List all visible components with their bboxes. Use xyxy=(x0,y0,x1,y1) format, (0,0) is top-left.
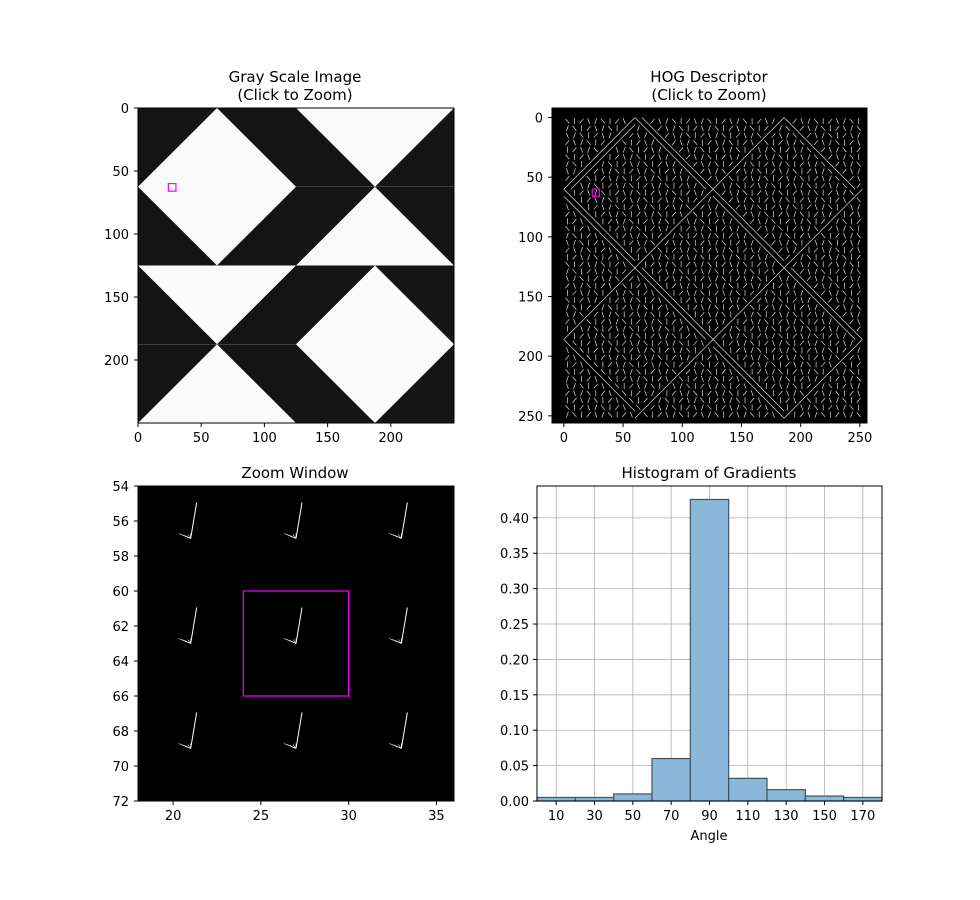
histogram-xlabel: Angle xyxy=(691,829,728,844)
gray-axis-ticks: 0 50 100 150 200 0 50 100 150 200 xyxy=(104,102,403,446)
gray-ytick-label: 200 xyxy=(104,354,129,369)
hog-xtick-label: 250 xyxy=(847,431,872,446)
zoom-xtick-label: 20 xyxy=(165,809,182,824)
histogram-ytick-label: 0.25 xyxy=(500,618,529,633)
histogram-xtick-label: 170 xyxy=(850,809,875,824)
zoom-xtick-label: 35 xyxy=(428,809,445,824)
histogram-bar xyxy=(613,793,653,802)
histogram-bar xyxy=(651,757,691,802)
hog-axis-ticks: 0 50 100 150 200 250 0 50 100 150 200 250 xyxy=(518,112,872,446)
histogram-bar xyxy=(804,795,845,802)
histogram-title: Histogram of Gradients xyxy=(622,464,797,482)
gray-xtick-label: 0 xyxy=(134,431,142,446)
histogram-bar xyxy=(728,777,768,802)
hog-xtick-label: 100 xyxy=(670,431,695,446)
gray-title-line2: (Click to Zoom) xyxy=(237,86,352,104)
zoom-ytick-label: 58 xyxy=(112,550,129,565)
histogram-ytick-label: 0.15 xyxy=(500,689,529,704)
hog-xtick-label: 200 xyxy=(788,431,813,446)
zoom-ytick-label: 70 xyxy=(112,760,129,775)
gray-xtick-label: 100 xyxy=(252,431,277,446)
zoom-selection-box xyxy=(242,590,350,697)
zoom-ytick-label: 72 xyxy=(112,795,129,810)
histogram-xtick-label: 10 xyxy=(548,809,565,824)
gray-xtick-label: 200 xyxy=(378,431,403,446)
hog-gradient-field xyxy=(563,117,863,419)
zoom-xtick-label: 25 xyxy=(253,809,270,824)
zoom-axes-frame xyxy=(137,485,455,802)
zoom-panel: Zoom Window 20 25 30 35 54 56 58 60 62 64 66 68 70 72 xyxy=(112,464,455,824)
histogram-bar xyxy=(536,796,576,802)
histogram-ytick-label: 0.00 xyxy=(500,795,529,810)
histogram-bar xyxy=(689,498,730,802)
histogram-ytick-label: 0.40 xyxy=(500,512,529,527)
hog-selection-box xyxy=(591,188,600,197)
hog-axes-frame xyxy=(551,107,868,424)
histogram-xtick-label: 50 xyxy=(625,809,642,824)
hog-xtick-label: 50 xyxy=(615,431,632,446)
zoom-ytick-label: 62 xyxy=(112,620,129,635)
histogram-xtick-label: 130 xyxy=(774,809,799,824)
histogram-ytick-label: 0.20 xyxy=(500,653,529,668)
histogram-bar xyxy=(574,796,615,802)
hog-panel[interactable]: HOG Descriptor (Click to Zoom) 0 50 100 150… xyxy=(518,68,872,446)
histogram-ytick-label: 0.10 xyxy=(500,724,529,739)
gray-xtick-label: 150 xyxy=(315,431,340,446)
zoom-ytick-label: 56 xyxy=(112,515,129,530)
hog-xtick-label: 150 xyxy=(729,431,754,446)
gray-ytick-label: 0 xyxy=(121,102,129,117)
hog-ytick-label: 200 xyxy=(518,350,543,365)
gray-selection-box xyxy=(167,183,177,192)
histogram-ytick-label: 0.35 xyxy=(500,547,529,562)
histogram-xtick-label: 110 xyxy=(735,809,760,824)
gray-title-line1: Gray Scale Image xyxy=(229,68,362,86)
histogram-ytick-label: 0.30 xyxy=(500,583,529,598)
histogram-xtick-label: 30 xyxy=(586,809,603,824)
zoom-ytick-label: 68 xyxy=(112,725,129,740)
zoom-title: Zoom Window xyxy=(241,464,348,482)
hog-image-background[interactable] xyxy=(552,108,867,423)
zoom-arrows xyxy=(178,502,408,749)
hog-ytick-label: 150 xyxy=(518,291,543,306)
histogram-xtick-label: 70 xyxy=(663,809,680,824)
zoom-ytick-label: 60 xyxy=(112,585,129,600)
gray-xtick-label: 50 xyxy=(193,431,210,446)
zoom-ytick-label: 66 xyxy=(112,690,129,705)
hog-xtick-label: 0 xyxy=(560,431,568,446)
hog-ytick-label: 50 xyxy=(526,171,543,186)
histogram-axis-ticks: 10 30 50 70 90 110 130 150 170 0.00 0.05 0.10 0.15 0.… xyxy=(500,512,875,824)
histogram-bars xyxy=(536,498,883,802)
gray-ytick-label: 50 xyxy=(112,165,129,180)
zoom-ytick-label: 54 xyxy=(112,480,129,495)
gray-axes-frame xyxy=(137,107,455,424)
hog-ytick-label: 250 xyxy=(518,410,543,425)
hog-ytick-label: 100 xyxy=(518,231,543,246)
hog-title-line1: HOG Descriptor xyxy=(650,68,768,86)
hog-ytick-label: 0 xyxy=(535,112,543,127)
histogram-xtick-label: 90 xyxy=(701,809,718,824)
zoom-axis-ticks: 20 25 30 35 54 56 58 60 62 64 66 68 70 72 xyxy=(112,480,444,824)
histogram-bar xyxy=(843,796,883,802)
histogram-ytick-label: 0.05 xyxy=(500,760,529,775)
zoom-ytick-label: 64 xyxy=(112,655,129,670)
histogram-xtick-label: 150 xyxy=(812,809,837,824)
gray-ytick-label: 150 xyxy=(104,291,129,306)
histogram-panel: Histogram of Gradients 10 30 50 70 90 110 130 1… xyxy=(500,464,883,844)
histogram-axes-frame xyxy=(536,485,883,802)
gray-panel[interactable]: Gray Scale Image (Click to Zoom) 0 50 100 1… xyxy=(104,68,455,446)
gray-image[interactable] xyxy=(138,108,454,423)
hog-title-line2: (Click to Zoom) xyxy=(651,86,766,104)
histogram-bar xyxy=(766,789,806,802)
zoom-xtick-label: 30 xyxy=(340,809,357,824)
gray-ytick-label: 100 xyxy=(104,228,129,243)
